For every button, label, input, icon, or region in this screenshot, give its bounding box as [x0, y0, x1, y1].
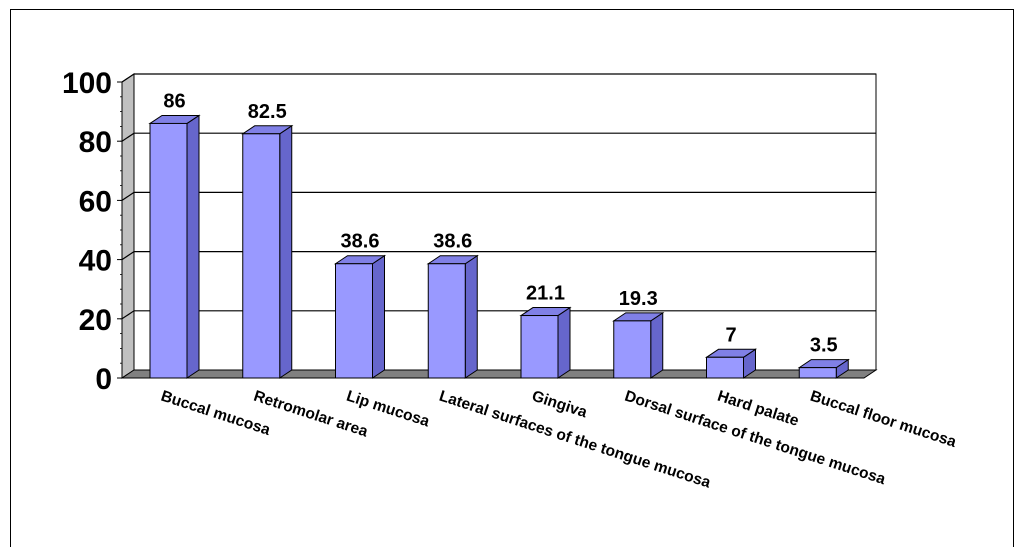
- bar-front: [613, 320, 652, 379]
- y-tick-label: 20: [79, 304, 112, 337]
- data-labels: 86 82.5 38.6 38.6 21.1 19.3 7 3.5: [163, 90, 837, 356]
- data-label: 38.6: [341, 231, 380, 253]
- y-axis-tick-labels: 0 20 40 60 80 100: [62, 67, 112, 396]
- y-tick-label: 0: [95, 363, 112, 396]
- gridline: [121, 132, 876, 142]
- data-label: 3.5: [810, 335, 838, 357]
- bar: [704, 348, 758, 379]
- bars: [148, 114, 850, 379]
- bar: [241, 124, 294, 379]
- side-wall: [121, 73, 135, 379]
- gridline: [121, 191, 876, 201]
- bar-side: [186, 114, 200, 379]
- bar: [426, 254, 479, 379]
- gridline: [121, 310, 876, 320]
- data-label: 21.1: [526, 283, 565, 305]
- bar: [797, 358, 850, 379]
- gridline: [121, 73, 876, 83]
- data-label: 82.5: [248, 101, 287, 123]
- chart-walls: [120, 73, 878, 379]
- data-label: 38.6: [433, 231, 472, 253]
- bar-side: [650, 311, 664, 379]
- data-label: 19.3: [619, 288, 658, 310]
- bar: [148, 114, 201, 379]
- floor: [120, 369, 878, 379]
- y-tick-label: 100: [62, 67, 112, 100]
- bar-front: [798, 367, 837, 379]
- gridlines: [117, 73, 876, 379]
- bar-side: [372, 254, 385, 379]
- y-tick-label: 80: [79, 126, 112, 159]
- x-category-label: Gingiva: [530, 388, 590, 422]
- y-tick-label: 60: [79, 185, 112, 218]
- bar: [333, 254, 387, 379]
- bar-front: [242, 133, 281, 379]
- bar-side: [464, 254, 478, 379]
- gridline: [121, 251, 876, 261]
- bar-side: [557, 306, 571, 379]
- x-category-label: Buccal floor mucosa: [808, 388, 959, 451]
- bar-front: [427, 263, 466, 379]
- data-label: 7: [725, 324, 736, 346]
- bar: [519, 306, 572, 379]
- bar-side: [279, 124, 293, 379]
- y-tick-label: 40: [79, 245, 112, 278]
- bar-front: [335, 263, 373, 379]
- bar-front: [149, 122, 188, 379]
- bar: [612, 311, 665, 379]
- data-label: 86: [163, 90, 185, 112]
- bar-front: [520, 315, 559, 379]
- bar-front: [706, 356, 744, 379]
